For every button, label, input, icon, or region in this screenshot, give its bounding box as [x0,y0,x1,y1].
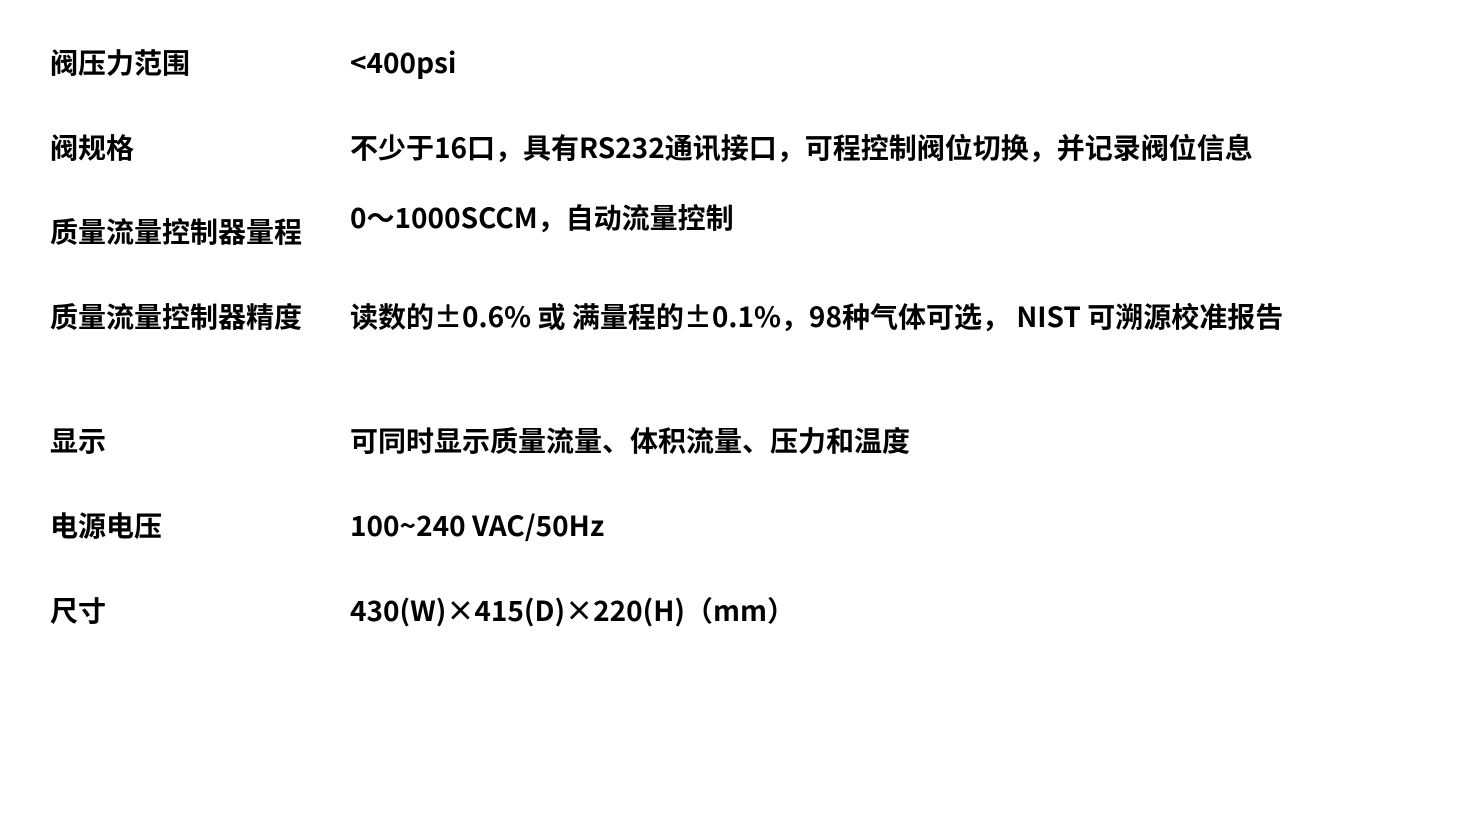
spec-label: 尺寸 [50,590,350,631]
table-row: 质量流量控制器精度 读数的±0.6% 或 满量程的±0.1%，98种气体可选， … [50,274,1410,359]
spec-value: 100~240 VAC/50Hz [350,505,1410,546]
table-row: 电源电压 100~240 VAC/50Hz [50,483,1410,568]
table-row: 阀压力范围 <400psi [50,20,1410,105]
spec-label: 阀压力范围 [50,42,350,83]
spec-value: 可同时显示质量流量、体积流量、压力和温度 [350,420,1410,461]
spec-value: 不少于16口，具有RS232通讯接口，可程控制阀位切换，并记录阀位信息 [350,127,1410,168]
table-row: 显示 可同时显示质量流量、体积流量、压力和温度 [50,398,1410,483]
table-row: 阀规格 不少于16口，具有RS232通讯接口，可程控制阀位切换，并记录阀位信息 [50,105,1410,190]
spec-label: 阀规格 [50,127,350,168]
spec-label: 质量流量控制器量程 [50,211,350,252]
table-row: 质量流量控制器量程 0～1000SCCM，自动流量控制 [50,189,1410,274]
spec-value: 430(W)×415(D)×220(H)（mm） [350,590,1410,631]
spec-label: 质量流量控制器精度 [50,296,350,337]
table-row: 尺寸 430(W)×415(D)×220(H)（mm） [50,568,1410,653]
spec-value: 0～1000SCCM，自动流量控制 [350,197,1410,238]
spec-value: <400psi [350,42,1410,83]
spec-label: 电源电压 [50,505,350,546]
spec-label: 显示 [50,420,350,461]
spec-value: 读数的±0.6% 或 满量程的±0.1%，98种气体可选， NIST 可溯源校准… [350,296,1410,337]
